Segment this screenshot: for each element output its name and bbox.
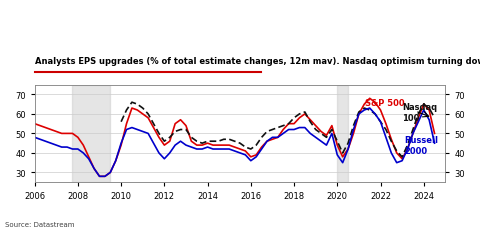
Bar [337, 85, 348, 182]
Text: S&P 500: S&P 500 [365, 98, 405, 107]
Text: Analysts EPS upgrades (% of total estimate changes, 12m mav). Nasdaq optimism tu: Analysts EPS upgrades (% of total estima… [35, 57, 480, 66]
Text: Source: Datastream: Source: Datastream [5, 221, 74, 227]
Bar [72, 85, 110, 182]
Text: Nasdaq
100: Nasdaq 100 [402, 103, 437, 122]
Text: Russell
2000: Russell 2000 [404, 136, 438, 155]
